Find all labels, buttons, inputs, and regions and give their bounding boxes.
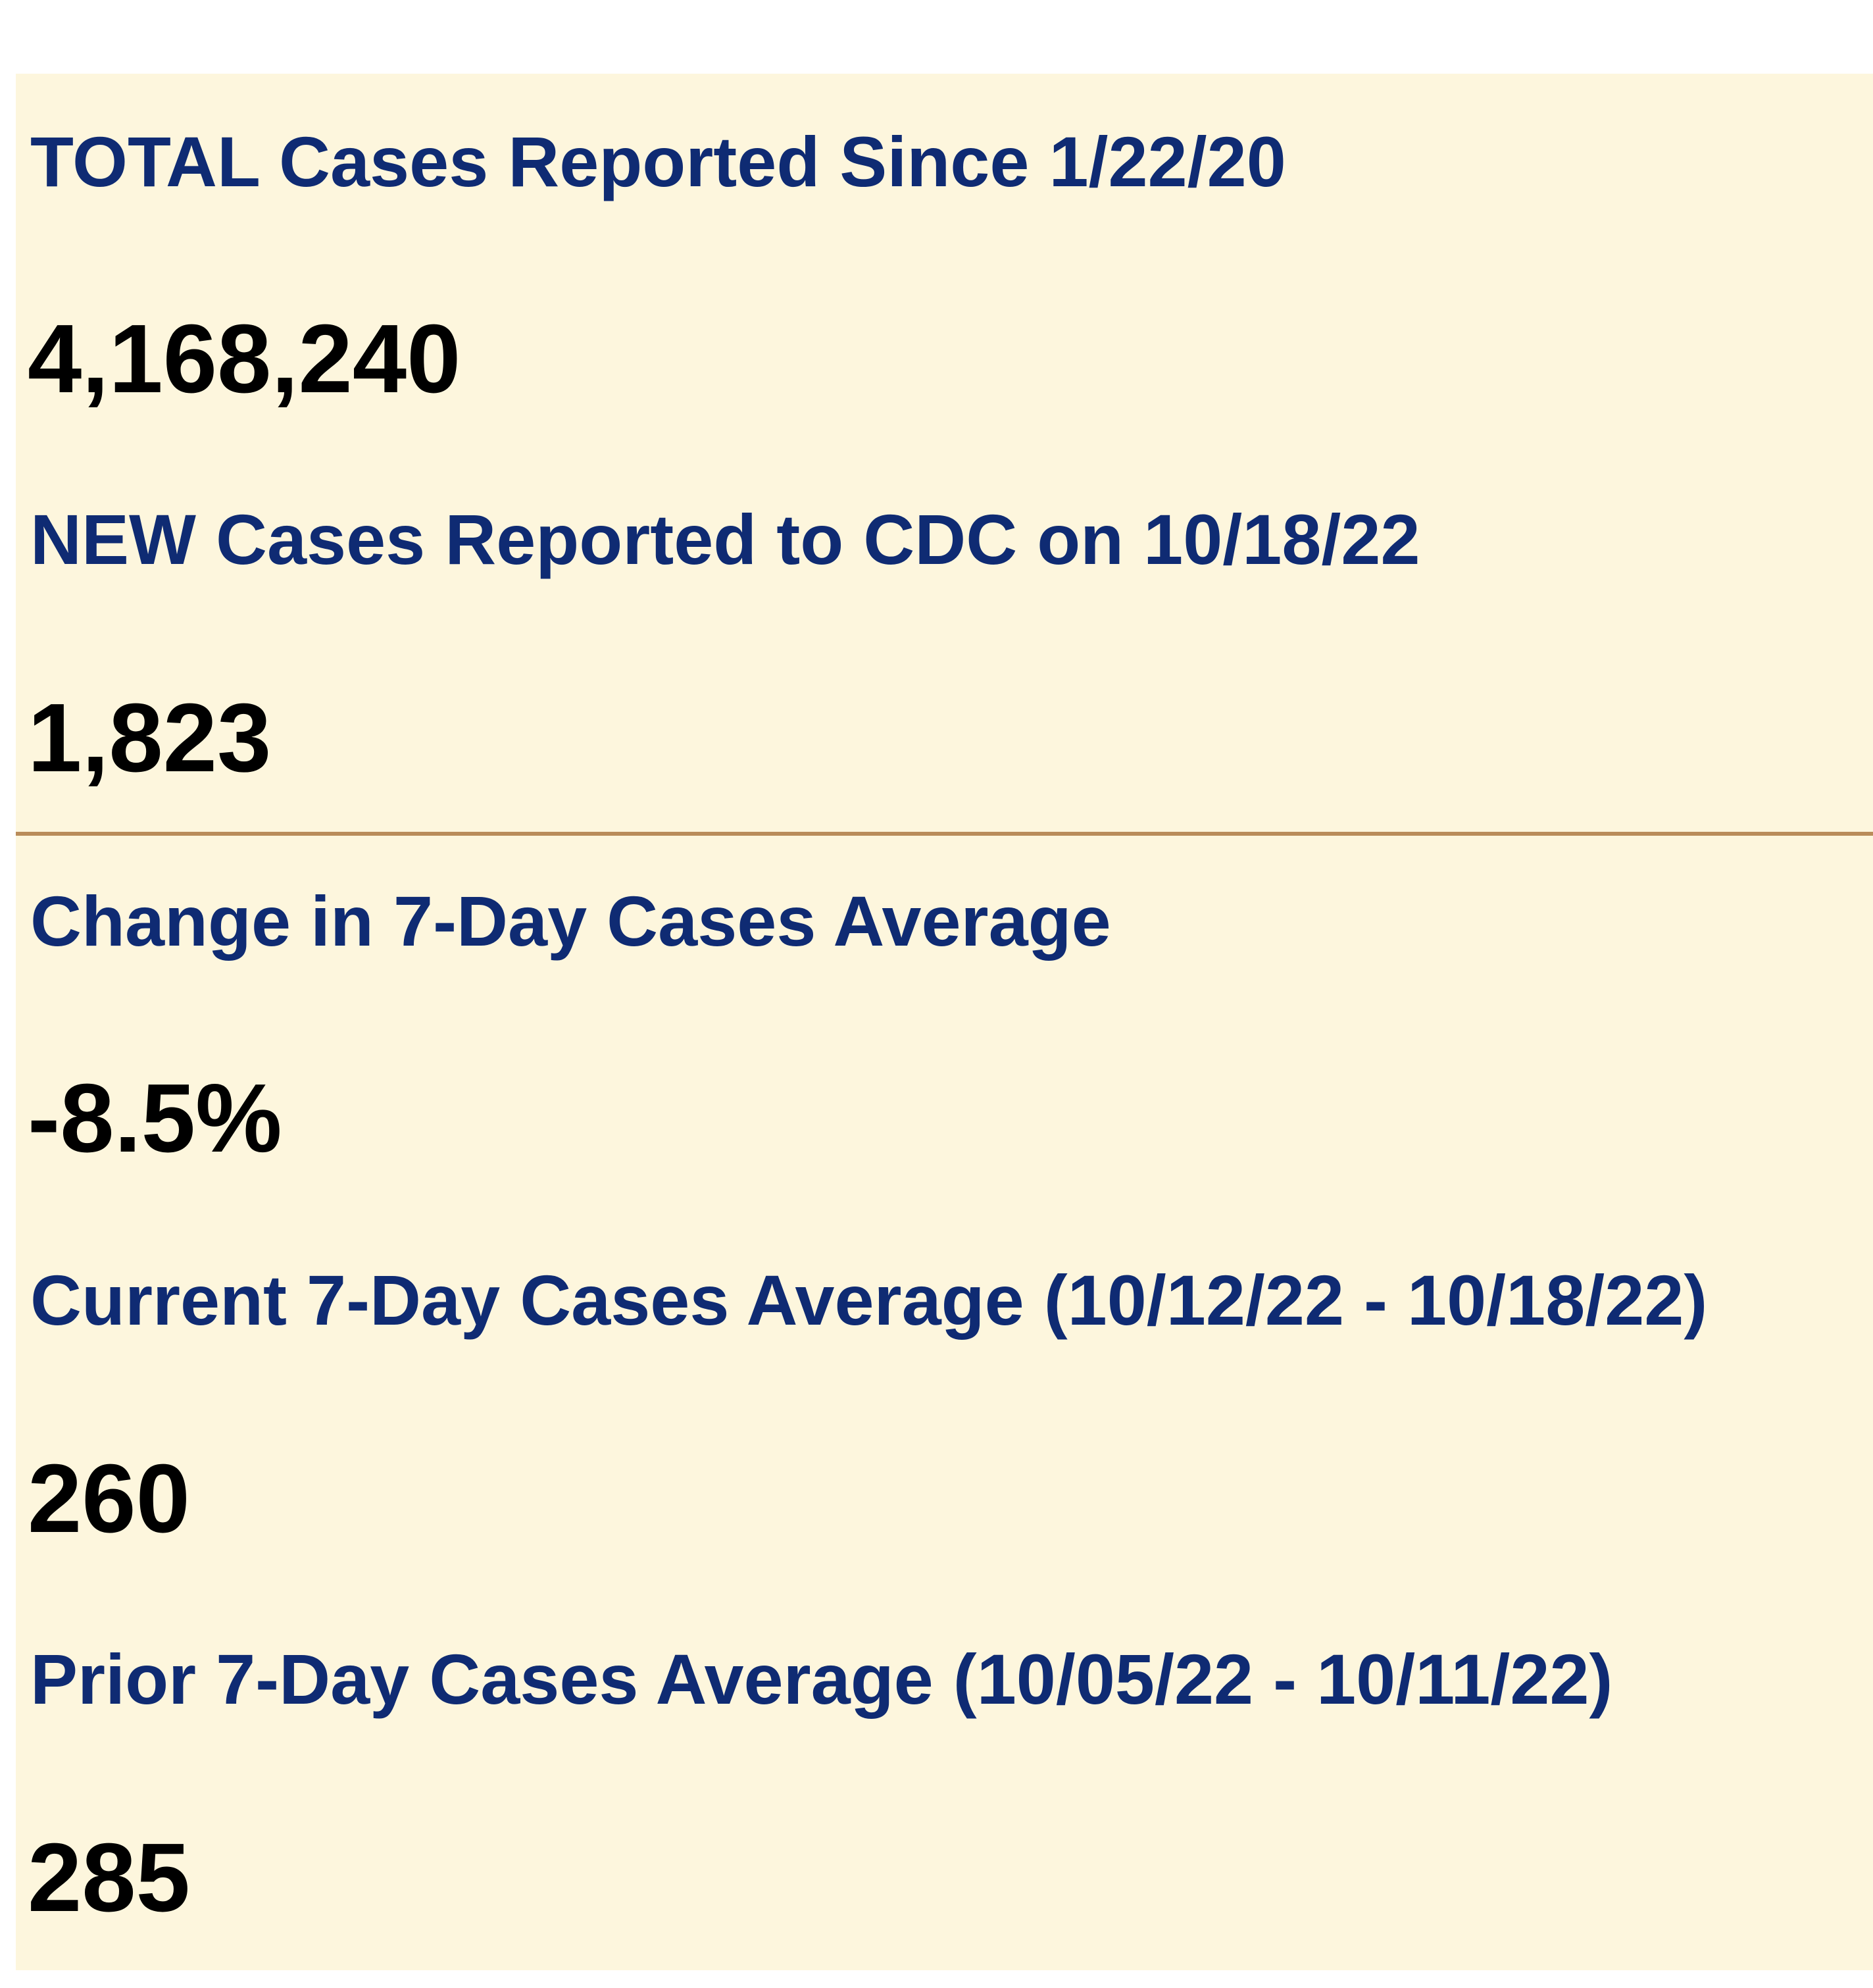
current-7day-average-value: 260 xyxy=(28,1444,190,1553)
current-7day-average-label: Current 7-Day Cases Average (10/12/22 - … xyxy=(30,1260,1708,1340)
prior-7day-average-label: Prior 7-Day Cases Average (10/05/22 - 10… xyxy=(30,1639,1613,1719)
new-cases-value: 1,823 xyxy=(28,684,272,792)
change-7day-average-label: Change in 7-Day Cases Average xyxy=(30,881,1111,961)
section-divider xyxy=(16,832,1873,836)
prior-7day-average-value: 285 xyxy=(28,1823,190,1932)
total-cases-label: TOTAL Cases Reported Since 1/22/20 xyxy=(30,122,1286,201)
new-cases-label: NEW Cases Reported to CDC on 10/18/22 xyxy=(30,499,1420,579)
cases-summary-panel xyxy=(16,74,1873,1970)
total-cases-value: 4,168,240 xyxy=(28,305,461,413)
change-7day-average-value: -8.5% xyxy=(28,1064,282,1173)
